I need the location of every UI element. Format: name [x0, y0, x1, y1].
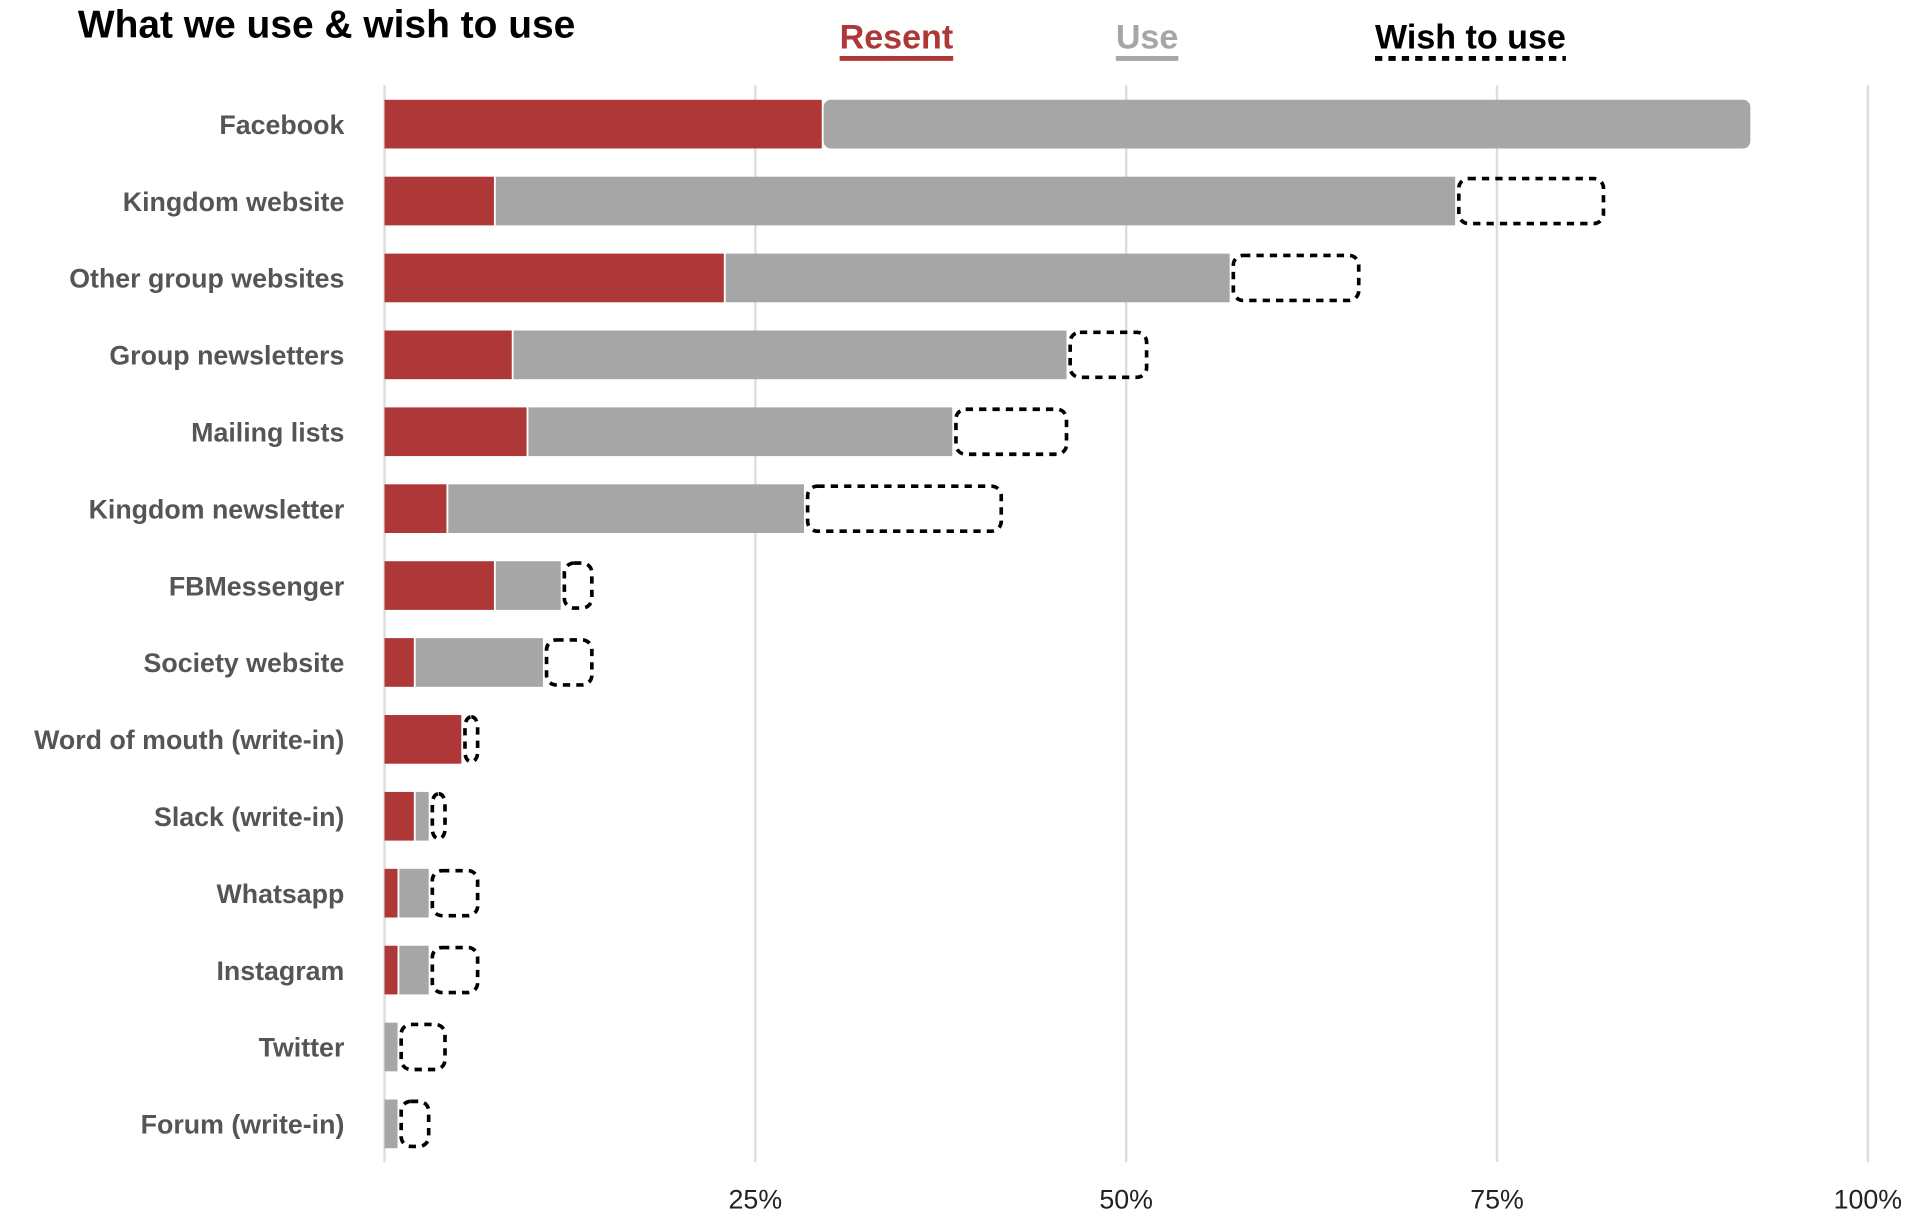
x-tick-label: 100%: [1834, 1184, 1902, 1212]
bar-use: [823, 99, 1751, 149]
bar-wish-to-use: [399, 1022, 447, 1072]
bar-resent: [384, 484, 447, 533]
x-tick-label: 50%: [1099, 1184, 1153, 1212]
bar-resent: [384, 330, 512, 380]
bar-wish-to-use: [1231, 253, 1361, 303]
bar-wish-to-use: [430, 868, 480, 918]
bar-wish-to-use: [463, 715, 480, 764]
category-label: FBMessenger: [169, 571, 345, 601]
bar-use: [513, 330, 1067, 380]
category-label: Twitter: [259, 1033, 345, 1063]
bar-resent: [384, 868, 398, 918]
bar-wish-to-use: [562, 561, 594, 610]
bar-use: [384, 1022, 398, 1072]
bar-resent: [384, 253, 724, 303]
bar-resent: [384, 945, 398, 995]
bar-resent: [384, 561, 494, 610]
bar-use: [415, 638, 543, 687]
bar-resent: [384, 99, 822, 149]
category-label: Other group websites: [69, 264, 344, 294]
bar-wish-to-use: [399, 1099, 431, 1149]
bar-wish-to-use: [430, 791, 447, 841]
bar-use: [528, 407, 953, 457]
bar-use: [399, 868, 429, 918]
bar-use: [495, 176, 1456, 226]
bar-use: [448, 484, 804, 533]
category-label: Word of mouth (write-in): [34, 725, 344, 755]
bar-resent: [384, 176, 494, 226]
bar-wish-to-use: [430, 945, 480, 995]
x-axis-ticks: 25% 50% 75% 100%: [729, 1184, 1903, 1212]
chart-title: What we use & wish to use: [78, 4, 575, 47]
grid: [383, 85, 1870, 1163]
bar-wish-to-use: [805, 484, 1004, 533]
bar-wish-to-use: [954, 407, 1069, 457]
category-label: Forum (write-in): [141, 1110, 345, 1140]
bar-wish-to-use: [1068, 330, 1149, 380]
category-label: Kingdom website: [123, 187, 345, 217]
bar-wish-to-use: [544, 638, 594, 687]
bars: [384, 99, 1751, 1149]
bar-use: [725, 253, 1230, 303]
category-label: Group newsletters: [109, 341, 344, 371]
category-label: Mailing lists: [191, 417, 344, 447]
bar-use: [399, 945, 429, 995]
x-tick-label: 25%: [729, 1184, 783, 1212]
category-labels: Facebook Kingdom website Other group websi…: [34, 110, 345, 1140]
bar-use: [495, 561, 561, 610]
bar-resent: [384, 715, 462, 764]
bar-wish-to-use: [1456, 176, 1606, 226]
bar-resent: [384, 638, 414, 687]
legend-label: Wish to use: [1375, 19, 1566, 57]
category-label: Facebook: [219, 110, 344, 140]
legend: Resent Use Wish to use: [839, 19, 1566, 61]
category-label: Society website: [144, 648, 345, 678]
bar-use: [384, 1099, 398, 1149]
category-label: Slack (write-in): [154, 802, 344, 832]
category-label: Kingdom newsletter: [89, 494, 345, 524]
bar-resent: [384, 791, 414, 841]
category-label: Whatsapp: [216, 879, 344, 909]
legend-label: Resent: [840, 19, 954, 57]
bar-resent: [384, 407, 527, 457]
bar-use: [415, 791, 429, 841]
x-tick-label: 75%: [1470, 1184, 1524, 1212]
legend-label: Use: [1116, 19, 1179, 57]
category-label: Instagram: [216, 956, 344, 986]
